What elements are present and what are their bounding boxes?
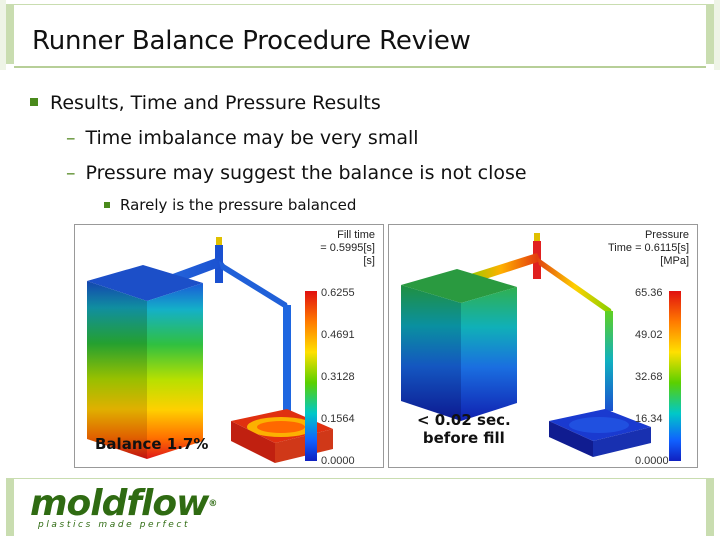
fill-time-tick: 0.3128 [321, 371, 355, 383]
logo-registered-mark: ® [208, 499, 217, 509]
bullet-level1: Results, Time and Pressure Results [30, 92, 381, 114]
legend-title: Fill time [337, 229, 375, 241]
fill-time-legend-header: Fill time = 0.5995[s] [s] [320, 229, 375, 268]
frame-right-bar [706, 4, 714, 64]
square-bullet-icon [30, 98, 38, 106]
pressure-legend-header: Pressure Time = 0.6115[s] [MPa] [608, 229, 689, 268]
balance-annotation: Balance 1.7% [95, 435, 209, 453]
pressure-tick: 32.68 [635, 371, 663, 383]
fill-time-color-scale [305, 291, 317, 461]
bullet-level2-text: Time imbalance may be very small [85, 127, 419, 149]
pressure-color-scale [669, 291, 681, 461]
legend-value: Time = 0.6115[s] [607, 242, 689, 254]
square-bullet-icon [104, 202, 110, 208]
time-before-fill-annotation: < 0.02 sec. before fill [417, 411, 511, 447]
bullet-level2-item: – Time imbalance may be very small [66, 127, 419, 149]
frame-top-rule [14, 4, 706, 5]
frame-left-fill [0, 0, 6, 70]
annotation-line: < 0.02 sec. [417, 411, 511, 429]
logo-wordmark: moldflow [30, 483, 209, 524]
dash-bullet-icon: – [66, 162, 76, 184]
dash-bullet-icon: – [66, 127, 76, 149]
pressure-result-panel: Pressure Time = 0.6115[s] [MPa] 65.36 49… [388, 224, 698, 468]
fill-time-tick: 0.1564 [321, 413, 355, 425]
bullet-level3: Rarely is the pressure balanced [104, 196, 356, 214]
title-frame [0, 0, 720, 70]
pressure-tick: 65.36 [635, 287, 663, 299]
pressure-tick: 0.0000 [635, 455, 669, 467]
fill-time-result-panel: Fill time = 0.5995[s] [s] 0.6255 0.4691 … [74, 224, 384, 468]
slide-title: Runner Balance Procedure Review [32, 26, 471, 56]
pressure-model-image [401, 233, 651, 457]
footer-right-bar [706, 478, 714, 536]
bullet-level3-text: Rarely is the pressure balanced [120, 196, 357, 214]
frame-left-bar [6, 4, 14, 64]
pressure-tick: 49.02 [635, 329, 663, 341]
footer-rule [14, 478, 706, 479]
legend-unit: [s] [363, 255, 375, 267]
fill-time-tick: 0.6255 [321, 287, 355, 299]
fill-time-tick: 0.0000 [321, 455, 355, 467]
bullet-level1-text: Results, Time and Pressure Results [50, 92, 381, 114]
fill-time-tick: 0.4691 [321, 329, 355, 341]
moldflow-logo: moldflow® plastics made perfect [30, 483, 217, 531]
bullet-level2-text: Pressure may suggest the balance is not … [85, 162, 527, 184]
annotation-line: before fill [422, 429, 505, 447]
legend-unit: [MPa] [660, 255, 689, 267]
pressure-tick: 16.34 [635, 413, 663, 425]
legend-value: = 0.5995[s] [320, 242, 375, 254]
logo-tagline: plastics made perfect [38, 520, 191, 530]
title-underline [14, 66, 706, 68]
legend-title: Pressure [644, 229, 689, 241]
frame-right-fill [714, 0, 720, 70]
footer-left-bar [6, 478, 14, 536]
bullet-level2-item: – Pressure may suggest the balance is not… [66, 162, 527, 184]
